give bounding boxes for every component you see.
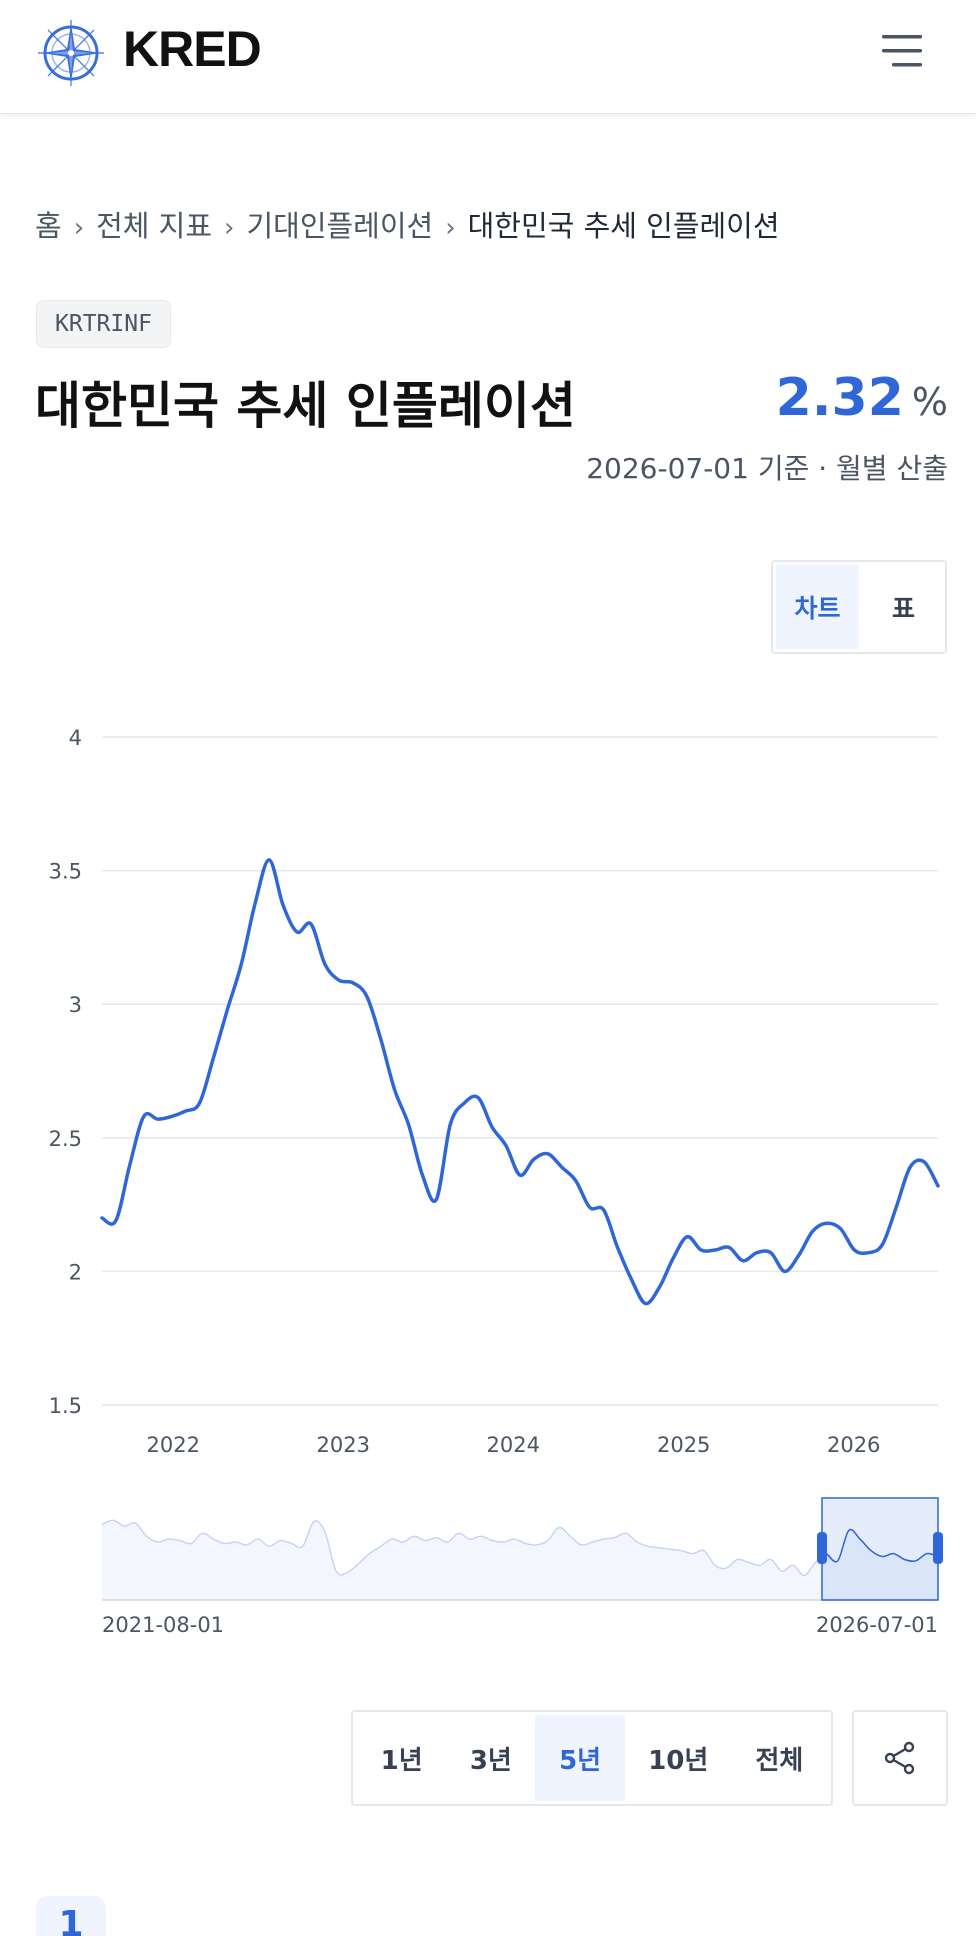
range-1y-button[interactable]: 1년 (380, 1745, 423, 1776)
view-toggle: 차트 표 (771, 560, 947, 654)
y-tick-label: 4 (69, 726, 82, 750)
breadcrumb: 홈 › 전체 지표 › 기대인플레이션 › 대한민국 추세 인플레이션 (35, 203, 780, 245)
x-tick-label: 2023 (317, 1433, 370, 1457)
navigator-selected-line (825, 1528, 939, 1563)
x-tick-label: 2026 (827, 1433, 880, 1457)
breadcrumb-separator: › (445, 213, 456, 243)
x-tick-label: 2022 (147, 1433, 200, 1457)
share-button[interactable] (852, 1710, 948, 1806)
y-tick-label: 2 (69, 1260, 82, 1284)
navigator-right-handle[interactable] (933, 1532, 943, 1564)
navigator-area (102, 1520, 938, 1600)
range-selector: 1년 3년 5년 10년 전체 (351, 1710, 833, 1806)
indicator-code-badge: KRTRINF (36, 300, 171, 348)
y-tick-label: 1.5 (49, 1394, 82, 1418)
table-view-button[interactable]: 표 (891, 594, 915, 623)
x-tick-label: 2024 (487, 1433, 540, 1457)
range-3y-button[interactable]: 3년 (469, 1745, 512, 1776)
breadcrumb-current: 대한민국 추세 인플레이션 (467, 209, 780, 243)
current-value: 2.32% (776, 368, 948, 428)
breadcrumb-home[interactable]: 홈 (35, 209, 62, 243)
chart-view-button[interactable]: 차트 (776, 565, 859, 649)
trend-inflation-chart[interactable]: 4 3.5 3 2.5 2 1.5 2022 2023 2024 2025 2026 2021-08-… (0, 700, 976, 1660)
range-5y-button[interactable]: 5년 (535, 1715, 625, 1801)
range-all-button[interactable]: 전체 (755, 1745, 804, 1776)
page-title: 대한민국 추세 인플레이션 (35, 377, 576, 435)
next-section-badge: 1 (36, 1896, 106, 1936)
brand-name[interactable]: KRED (123, 21, 262, 77)
hamburger-menu-icon[interactable] (880, 32, 924, 70)
navigator-start-label: 2021-08-01 (102, 1613, 224, 1637)
range-10y-button[interactable]: 10년 (648, 1745, 709, 1776)
breadcrumb-separator: › (224, 213, 235, 243)
navigator-end-label: 2026-07-01 (816, 1613, 938, 1637)
breadcrumb-expected-inflation[interactable]: 기대인플레이션 (246, 209, 434, 243)
breadcrumb-separator: › (73, 213, 85, 243)
y-tick-label: 3 (69, 993, 82, 1017)
share-icon (884, 1741, 915, 1775)
value-unit: % (911, 380, 948, 424)
value-date-note: 2026-07-01 기준 · 월별 산출 (586, 452, 948, 485)
value-number: 2.32 (775, 368, 904, 428)
x-tick-label: 2025 (657, 1433, 710, 1457)
breadcrumb-all-indicators[interactable]: 전체 지표 (96, 209, 213, 243)
navigator-selection (821, 1497, 939, 1601)
series-line (100, 858, 940, 1306)
navigator-left-handle[interactable] (817, 1532, 827, 1564)
navigator-line (101, 1519, 939, 1577)
compass-icon[interactable] (36, 18, 106, 88)
y-tick-label: 2.5 (49, 1127, 82, 1151)
site-header: KRED (0, 0, 976, 114)
y-tick-label: 3.5 (49, 860, 82, 884)
